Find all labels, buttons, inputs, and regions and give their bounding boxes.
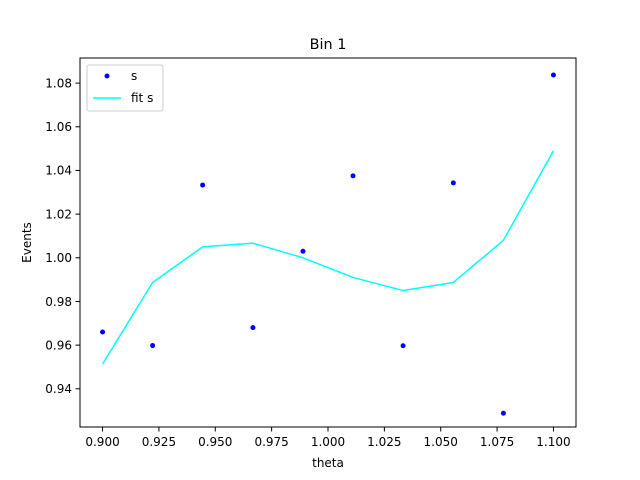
data-point-s (400, 343, 406, 349)
y-tick-label: 1.02 (45, 207, 72, 221)
x-tick-label: 0.975 (254, 435, 288, 449)
y-tick-label: 1.06 (45, 120, 72, 134)
y-tick-label: 0.96 (45, 338, 72, 352)
x-tick-label: 0.900 (85, 435, 119, 449)
x-tick-label: 0.925 (142, 435, 176, 449)
data-point-s (300, 248, 306, 254)
legend-label-fit-s: fit s (131, 91, 153, 105)
x-axis: 0.900 0.925 0.950 0.975 1.000 1.025 1.050 1.075… (85, 427, 571, 449)
data-point-s (450, 180, 456, 186)
data-point-s (550, 72, 556, 78)
legend-marker-s (104, 73, 110, 79)
x-tick-label: 1.100 (536, 435, 570, 449)
data-point-s (150, 343, 156, 349)
data-point-s (100, 329, 106, 335)
y-tick-label: 0.98 (45, 295, 72, 309)
y-tick-label: 0.94 (45, 382, 72, 396)
y-axis: 0.94 0.96 0.98 1.00 1.02 1.04 1.06 1.08 (45, 76, 80, 396)
x-tick-label: 0.950 (198, 435, 232, 449)
plot-area (100, 72, 556, 416)
chart-title: Bin 1 (310, 37, 347, 53)
y-axis-label: Events (20, 222, 34, 263)
y-tick-label: 1.08 (45, 76, 72, 90)
x-axis-label: theta (312, 456, 344, 470)
x-tick-label: 1.000 (311, 435, 345, 449)
x-tick-label: 1.075 (480, 435, 514, 449)
data-point-s (250, 325, 256, 331)
legend: s fit s (86, 64, 164, 112)
x-tick-label: 1.050 (424, 435, 458, 449)
data-point-s (200, 182, 206, 188)
y-tick-label: 1.04 (45, 164, 72, 178)
x-tick-label: 1.025 (367, 435, 401, 449)
series-layer (100, 72, 556, 416)
data-point-s (500, 410, 506, 416)
series-line-fit-s (101, 150, 555, 365)
legend-label-s: s (131, 69, 137, 83)
y-tick-label: 1.00 (45, 251, 72, 265)
data-point-s (350, 173, 356, 179)
